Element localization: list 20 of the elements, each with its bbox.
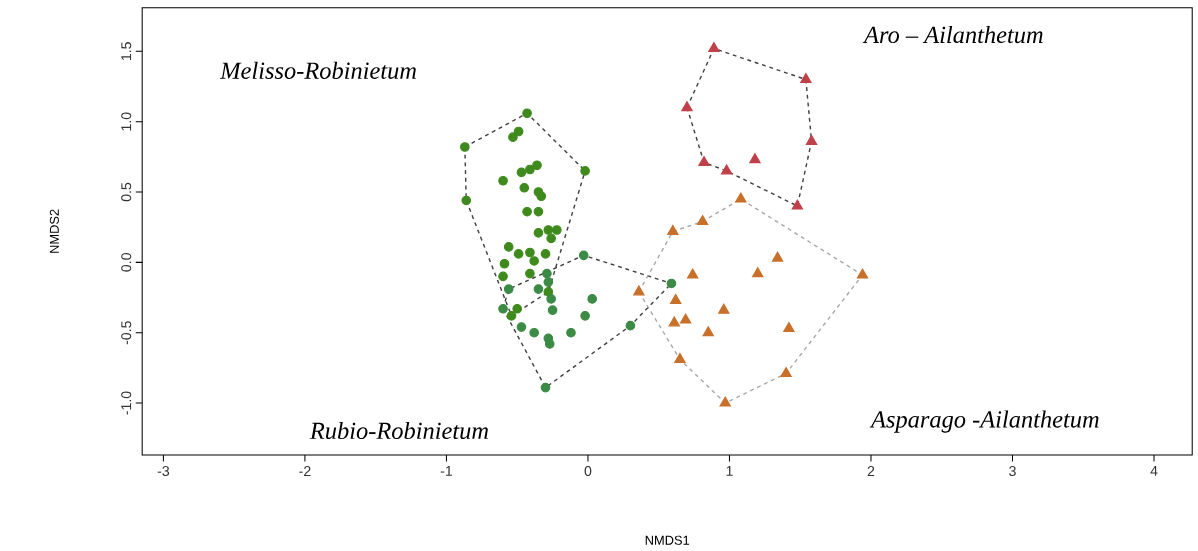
- y-tick-label: -0.5: [121, 321, 132, 345]
- x-tick-label: 4: [1150, 466, 1158, 477]
- y-tick-label: 1.0: [121, 112, 132, 131]
- x-tick-label: 2: [867, 466, 875, 477]
- x-tick-label: -3: [157, 466, 170, 477]
- x-tick-label: -1: [440, 466, 453, 477]
- y-axis-title: NMDS2: [49, 209, 59, 254]
- x-tick-label: 0: [584, 466, 592, 477]
- annotation: Melisso-Robinietum: [219, 61, 416, 80]
- y-tick-label: 0.0: [121, 253, 132, 272]
- x-tick-label: 3: [1009, 466, 1016, 477]
- y-tick-label: 0.5: [121, 183, 132, 202]
- x-axis-title: NMDS1: [645, 535, 690, 546]
- y-tick-label: 1.5: [121, 42, 132, 61]
- annotation: Asparago -Ailanthetum: [869, 410, 1099, 433]
- annotation: Aro – Ailanthetum: [862, 26, 1043, 44]
- x-tick-label: -2: [299, 466, 311, 477]
- y-tick-label: -1.0: [121, 391, 132, 415]
- annotation: Rubio-Robinietum: [309, 422, 488, 440]
- x-tick-label: 1: [726, 466, 733, 477]
